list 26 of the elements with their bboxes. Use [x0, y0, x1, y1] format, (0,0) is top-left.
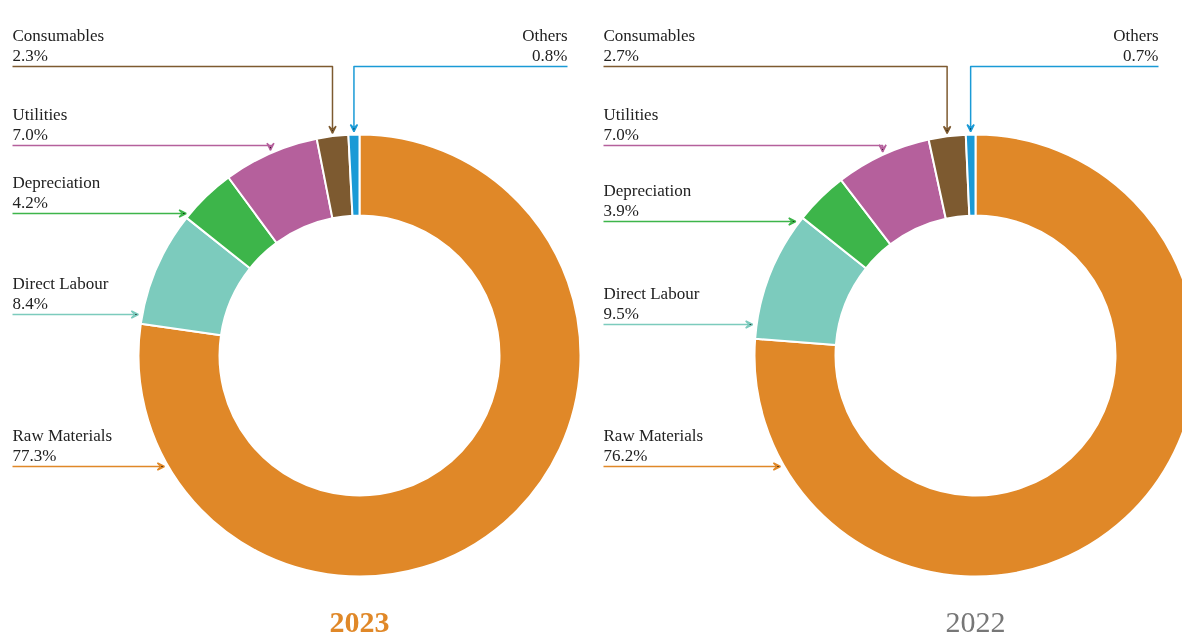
- data-label: 2.3%: [12, 45, 48, 65]
- slice-label: Direct Labour: [603, 283, 700, 303]
- data-label: 0.7%: [1123, 45, 1159, 65]
- data-label: 76.2%: [603, 445, 648, 465]
- slice-label: Consumables: [12, 25, 105, 45]
- text: 2023: [329, 605, 390, 634]
- data-label: 3.9%: [603, 200, 639, 220]
- slice-label: Depreciation: [12, 172, 101, 192]
- text: 2022: [945, 605, 1006, 634]
- data-label: 9.5%: [603, 303, 639, 323]
- slice-label: Others: [1113, 25, 1159, 45]
- data-label: 7.0%: [603, 124, 639, 144]
- slice-label: Utilities: [603, 104, 659, 124]
- data-label: 8.4%: [12, 293, 48, 313]
- data-label: 0.8%: [532, 45, 568, 65]
- slice-label: Raw Materials: [603, 425, 704, 445]
- slice-label: Consumables: [603, 25, 696, 45]
- slice-label: Depreciation: [603, 180, 692, 200]
- slice-label: Direct Labour: [12, 273, 109, 293]
- slice-label: Utilities: [12, 104, 68, 124]
- data-label: 4.2%: [12, 192, 48, 212]
- slice-label: Raw Materials: [12, 425, 113, 445]
- slice-label: Others: [522, 25, 568, 45]
- data-label: 77.3%: [12, 445, 57, 465]
- data-label: 2.7%: [603, 45, 639, 65]
- data-label: 7.0%: [12, 124, 48, 144]
